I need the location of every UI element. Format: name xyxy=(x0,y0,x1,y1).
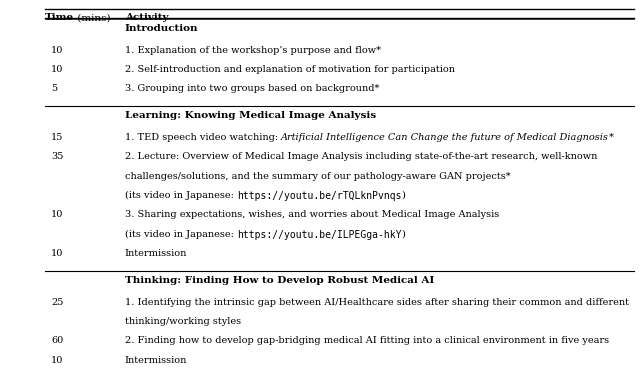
Text: 25: 25 xyxy=(51,298,63,307)
Text: 1. TED speech video watching:: 1. TED speech video watching: xyxy=(125,133,281,142)
Text: https://youtu.be/ILPEGga-hkY: https://youtu.be/ILPEGga-hkY xyxy=(237,230,401,240)
Text: Intermission: Intermission xyxy=(125,249,187,258)
Text: 1. Explanation of the workshop’s purpose and flow*: 1. Explanation of the workshop’s purpose… xyxy=(125,45,381,55)
Text: 1. Identifying the intrinsic gap between AI/Healthcare sides after sharing their: 1. Identifying the intrinsic gap between… xyxy=(125,298,628,307)
Text: 5: 5 xyxy=(51,84,58,93)
Text: Introduction: Introduction xyxy=(125,24,198,33)
Text: 3. Sharing expectations, wishes, and worries about Medical Image Analysis: 3. Sharing expectations, wishes, and wor… xyxy=(125,211,499,219)
Text: Artificial Intelligence Can Change the future of Medical Diagnosis: Artificial Intelligence Can Change the f… xyxy=(281,133,609,142)
Text: 35: 35 xyxy=(51,152,63,161)
Text: Activity: Activity xyxy=(125,13,168,22)
Text: Time: Time xyxy=(45,13,74,22)
Text: thinking/working styles: thinking/working styles xyxy=(125,317,241,326)
Text: challenges/solutions, and the summary of our pathology-aware GAN projects*: challenges/solutions, and the summary of… xyxy=(125,171,511,180)
Text: 2. Finding how to develop gap-bridging medical AI fitting into a clinical enviro: 2. Finding how to develop gap-bridging m… xyxy=(125,336,609,345)
Text: (its video in Japanese:: (its video in Japanese: xyxy=(125,230,237,239)
Text: 3. Grouping into two groups based on background*: 3. Grouping into two groups based on bac… xyxy=(125,84,379,93)
Text: *: * xyxy=(609,133,614,142)
Text: 15: 15 xyxy=(51,133,63,142)
Text: 2. Lecture: Overview of Medical Image Analysis including state-of-the-art resear: 2. Lecture: Overview of Medical Image An… xyxy=(125,152,597,161)
Text: Learning: Knowing Medical Image Analysis: Learning: Knowing Medical Image Analysis xyxy=(125,111,376,120)
Text: 10: 10 xyxy=(51,249,63,258)
Text: 10: 10 xyxy=(51,65,63,74)
Text: 10: 10 xyxy=(51,45,63,55)
Text: 10: 10 xyxy=(51,356,63,365)
Text: 10: 10 xyxy=(51,211,63,219)
Text: ): ) xyxy=(401,191,405,200)
Text: Thinking: Finding How to Develop Robust Medical AI: Thinking: Finding How to Develop Robust … xyxy=(125,276,434,285)
Text: (mins): (mins) xyxy=(74,13,111,22)
Text: ): ) xyxy=(401,230,405,239)
Text: 60: 60 xyxy=(51,336,63,345)
Text: Intermission: Intermission xyxy=(125,356,187,365)
Text: 2. Self-introduction and explanation of motivation for participation: 2. Self-introduction and explanation of … xyxy=(125,65,455,74)
Text: https://youtu.be/rTQLknPvnqs: https://youtu.be/rTQLknPvnqs xyxy=(237,191,401,201)
Text: (its video in Japanese:: (its video in Japanese: xyxy=(125,191,237,200)
